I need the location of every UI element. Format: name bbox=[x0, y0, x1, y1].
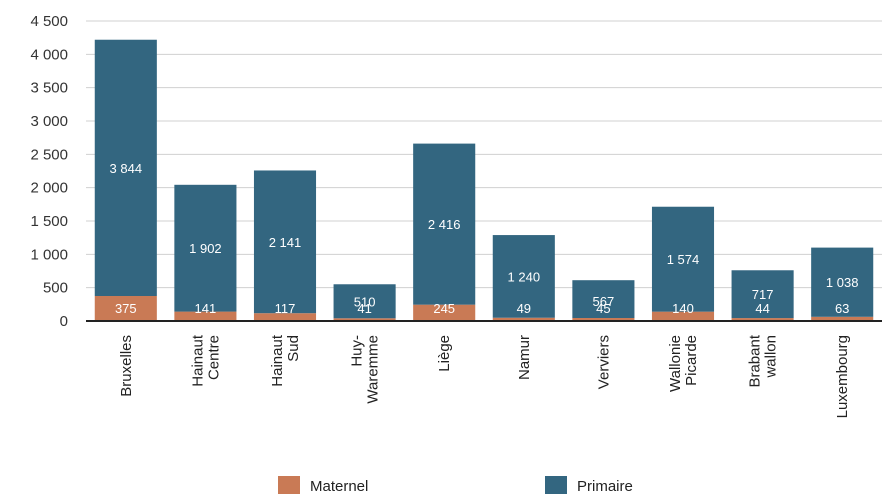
y-tick-label: 1 000 bbox=[30, 246, 68, 263]
x-tick-label: Hainaut Centre bbox=[189, 334, 222, 387]
data-label: 44 bbox=[755, 301, 769, 316]
x-tick-label-line: Wallonie bbox=[667, 335, 684, 392]
x-tick-label: Liège bbox=[436, 335, 453, 372]
legend-swatch-primaire bbox=[545, 476, 567, 494]
data-label: 567 bbox=[593, 294, 615, 309]
x-tick-label-line: wallon bbox=[763, 335, 780, 379]
x-tick-label-line: Luxembourg bbox=[834, 335, 851, 418]
data-label: 1 240 bbox=[508, 269, 541, 284]
legend-label: Primaire bbox=[577, 478, 633, 495]
x-tick-label: Wallonie Picarde bbox=[667, 335, 700, 392]
data-label: 2 141 bbox=[269, 235, 302, 250]
x-tick-label-line: Waremme bbox=[365, 335, 382, 404]
x-tick-label-line: Brabant bbox=[747, 334, 764, 387]
data-label: 140 bbox=[672, 301, 694, 316]
bar-primaire bbox=[731, 270, 794, 319]
data-label: 3 844 bbox=[110, 161, 143, 176]
x-tick-label: Verviers bbox=[595, 335, 612, 389]
y-tick-label: 4 000 bbox=[30, 46, 68, 63]
x-tick-label-line: Hainaut bbox=[189, 334, 206, 387]
bar-maternel bbox=[94, 296, 157, 321]
bar-maternel bbox=[253, 313, 317, 321]
y-tick-label: 500 bbox=[43, 280, 68, 297]
x-tick-label-line: Liège bbox=[436, 335, 453, 372]
x-tick-label-line: Bruxelles bbox=[118, 335, 135, 397]
data-label: 245 bbox=[433, 301, 455, 316]
bar-maternel bbox=[413, 304, 476, 321]
bar-maternel bbox=[731, 318, 794, 321]
y-tick-label: 3 000 bbox=[30, 113, 68, 130]
data-label: 375 bbox=[115, 301, 137, 316]
data-label: 117 bbox=[275, 301, 296, 316]
data-label: 63 bbox=[835, 301, 849, 316]
x-tick-label: Huy- Waremme bbox=[349, 335, 382, 404]
bar-primaire bbox=[651, 206, 715, 312]
x-tick-label: Luxembourg bbox=[834, 335, 851, 418]
x-tick-label: Brabant wallon bbox=[747, 334, 780, 387]
x-axis-category-labels: Bruxelles Hainaut Centre Hainaut Sud Huy- Ware… bbox=[118, 334, 851, 418]
bar-primaire bbox=[253, 170, 317, 314]
data-label: 2 416 bbox=[428, 217, 461, 232]
x-tick-label: Hainaut Sud bbox=[269, 334, 302, 387]
data-label: 1 038 bbox=[826, 275, 859, 290]
x-tick-label-line: Huy- bbox=[349, 335, 366, 367]
data-label: 41 bbox=[357, 301, 371, 316]
bars bbox=[94, 39, 874, 321]
data-label: 141 bbox=[195, 301, 217, 316]
bar-maternel bbox=[811, 316, 874, 321]
y-tick-label: 2 500 bbox=[30, 146, 68, 163]
x-tick-label-line: Centre bbox=[205, 335, 222, 380]
x-tick-label-line: Verviers bbox=[595, 335, 612, 389]
bar-maternel bbox=[333, 318, 396, 321]
bar-primaire bbox=[333, 284, 396, 319]
x-tick-label-line: Hainaut bbox=[269, 334, 286, 387]
data-label: 1 902 bbox=[189, 241, 222, 256]
y-tick-label: 2 000 bbox=[30, 180, 68, 197]
bar-maternel bbox=[651, 311, 715, 321]
legend-label: Maternel bbox=[310, 478, 368, 495]
x-tick-label: Bruxelles bbox=[118, 335, 135, 397]
y-tick-label: 3 500 bbox=[30, 80, 68, 97]
bar-maternel bbox=[572, 318, 635, 321]
x-tick-label: Namur bbox=[516, 335, 533, 380]
bar-primaire bbox=[572, 280, 635, 318]
x-tick-label-line: Picarde bbox=[683, 335, 700, 386]
bar-primaire bbox=[413, 143, 476, 305]
data-label: 1 574 bbox=[667, 252, 700, 267]
bar-primaire bbox=[811, 247, 874, 317]
bar-maternel bbox=[492, 317, 555, 321]
legend-swatch-maternel bbox=[278, 476, 300, 494]
x-tick-label-line: Sud bbox=[285, 335, 302, 362]
data-label: 510 bbox=[354, 294, 376, 309]
y-axis-ticks: 0 500 1 000 1 500 2 000 2 500 3 000 3 500 4 000 4… bbox=[30, 13, 68, 330]
bar-maternel bbox=[174, 311, 237, 321]
bar-primaire bbox=[492, 235, 555, 318]
data-label: 45 bbox=[596, 301, 610, 316]
bar-primaire bbox=[94, 39, 157, 296]
y-tick-label: 4 500 bbox=[30, 13, 68, 30]
x-tick-label-line: Namur bbox=[516, 335, 533, 380]
y-tick-label: 0 bbox=[60, 313, 68, 330]
y-tick-label: 1 500 bbox=[30, 213, 68, 230]
legend: Maternel Primaire bbox=[278, 476, 633, 495]
data-label: 717 bbox=[752, 287, 774, 302]
data-label: 49 bbox=[517, 301, 531, 316]
bar-primaire bbox=[174, 184, 237, 312]
